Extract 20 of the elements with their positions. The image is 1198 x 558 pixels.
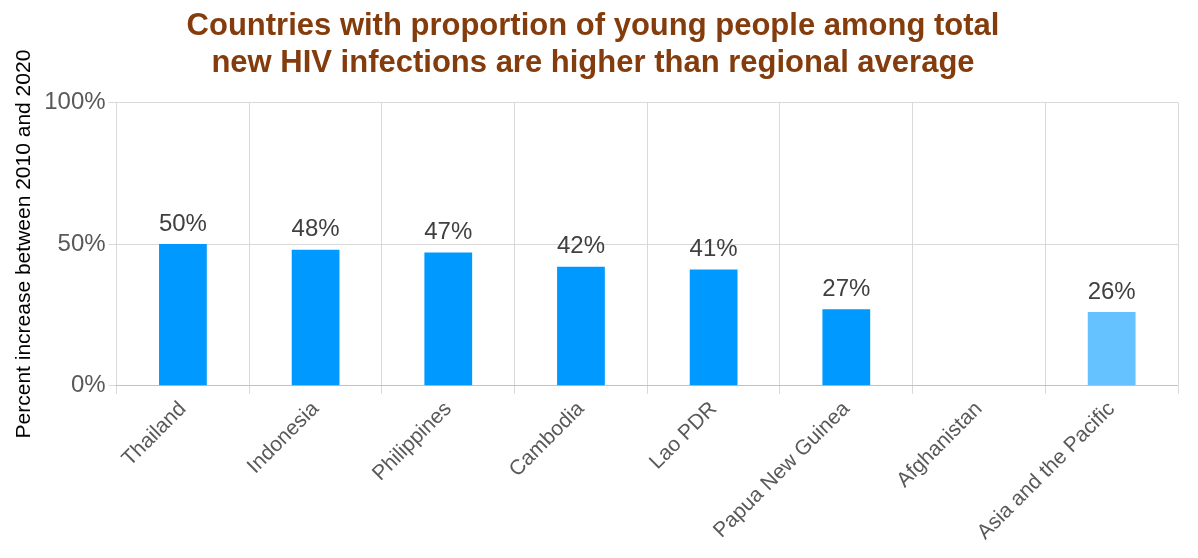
bar [822, 309, 871, 386]
bar [424, 252, 473, 386]
bar [557, 266, 605, 386]
data-label: 42% [556, 231, 605, 259]
data-label: 27% [822, 273, 871, 301]
data-label: 26% [1087, 276, 1136, 304]
bar [291, 249, 340, 386]
y-tick-label: 0% [70, 370, 106, 398]
data-label: 48% [291, 214, 340, 242]
text: new HIV infections are higher than regional average [211, 44, 975, 80]
text: Countries with proportion of young people among total [186, 7, 1000, 43]
bar [159, 244, 207, 386]
bar [1087, 312, 1136, 386]
data-label: 41% [689, 234, 738, 262]
data-label: 47% [424, 217, 473, 245]
y-tick-label: 50% [57, 228, 106, 256]
y-axis-title: Percent increase between 2010 and 2020 [11, 49, 35, 439]
data-label: 50% [158, 208, 207, 236]
y-tick-label: 100% [44, 87, 106, 115]
bar [689, 269, 738, 386]
